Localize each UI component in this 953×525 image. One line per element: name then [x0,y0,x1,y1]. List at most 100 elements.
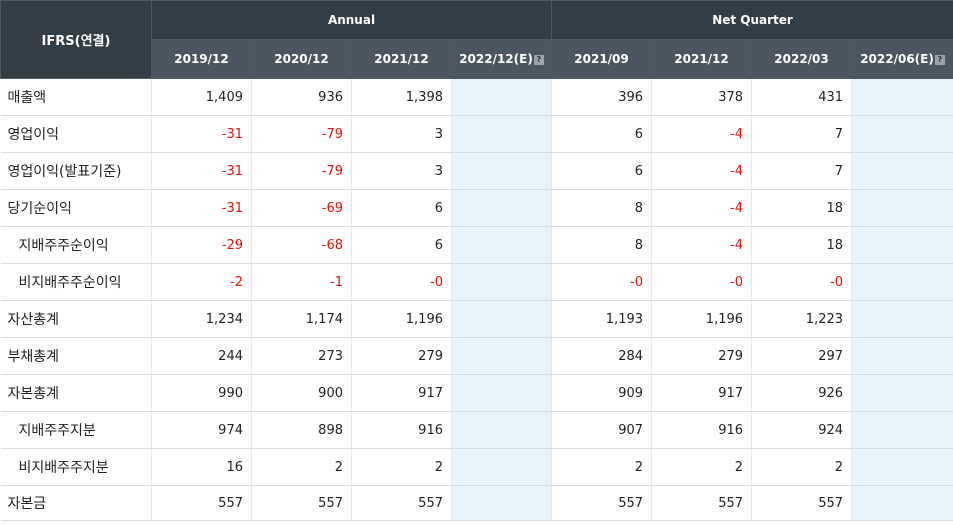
estimate-cell [851,485,953,521]
estimate-cell [451,78,553,116]
value-cell: 1,196 [651,300,753,338]
value-cell: 6 [351,226,452,264]
row-label[interactable]: 영업이익 [0,115,152,153]
value-cell: -0 [351,263,452,301]
value-cell: 3 [351,152,452,190]
value-cell: 396 [551,78,653,116]
period-header-estimate: 2022/06(E)? [851,39,953,79]
estimate-cell [451,152,553,190]
table-row: 영업이익(발표기준) -31 -79 3 6 -4 7 [0,152,953,190]
value-cell: 7 [751,152,853,190]
value-cell: -69 [251,189,352,227]
value-cell: 936 [251,78,352,116]
value-cell: -2 [151,263,252,301]
value-cell: 557 [151,485,252,521]
estimate-cell [851,448,953,486]
table-row: 매출액 1,409 936 1,398 396 378 431 [0,78,953,116]
period-header: 2020/12 [251,39,352,79]
period-header: 2021/12 [651,39,753,79]
estimate-cell [451,337,553,375]
estimate-cell [451,374,553,412]
period-label: 2022/12(E) [459,52,533,66]
value-cell: 1,196 [351,300,452,338]
help-icon[interactable]: ? [533,55,544,65]
value-cell: 898 [251,411,352,449]
value-cell: 900 [251,374,352,412]
row-label[interactable]: 자산총계 [0,300,152,338]
estimate-cell [851,374,953,412]
estimate-cell [451,226,553,264]
annual-header: Annual [150,0,553,40]
value-cell: -4 [651,189,753,227]
row-label[interactable]: 부채총계 [0,337,152,375]
value-cell: 244 [151,337,252,375]
value-cell: 1,223 [751,300,853,338]
table-row: 부채총계 244 273 279 284 279 297 [0,337,953,375]
value-cell: 2 [251,448,352,486]
estimate-cell [851,189,953,227]
value-cell: 557 [651,485,753,521]
value-cell: 431 [751,78,853,116]
row-label[interactable]: 당기순이익 [0,189,152,227]
value-cell: 926 [751,374,853,412]
estimate-cell [851,78,953,116]
row-label: 비지배주주순이익 [0,263,152,301]
estimate-cell [451,485,553,521]
table-row: 지배주주순이익 -29 -68 6 8 -4 18 [0,226,953,264]
value-cell: 916 [651,411,753,449]
value-cell: -31 [151,115,252,153]
value-cell: -31 [151,189,252,227]
value-cell: 273 [251,337,352,375]
row-label[interactable]: 자본총계 [0,374,152,412]
value-cell: 279 [351,337,452,375]
value-cell: 6 [551,115,653,153]
value-cell: -4 [651,152,753,190]
estimate-cell [451,263,553,301]
value-cell: 916 [351,411,452,449]
quarter-header: Net Quarter [551,0,953,40]
value-cell: 279 [651,337,753,375]
row-label[interactable]: 자본금 [0,485,152,521]
value-cell: 1,409 [151,78,252,116]
value-cell: 2 [551,448,653,486]
value-cell: 974 [151,411,252,449]
value-cell: 909 [551,374,653,412]
estimate-cell [851,115,953,153]
value-cell: 8 [551,226,653,264]
value-cell: -4 [651,226,753,264]
estimate-cell [451,411,553,449]
value-cell: 3 [351,115,452,153]
value-cell: -4 [651,115,753,153]
estimate-cell [451,300,553,338]
row-label[interactable]: 영업이익(발표기준) [0,152,152,190]
value-cell: 990 [151,374,252,412]
value-cell: -0 [551,263,653,301]
value-cell: -29 [151,226,252,264]
estimate-cell [851,337,953,375]
period-header: 2021/12 [351,39,452,79]
row-label[interactable]: 매출액 [0,78,152,116]
table-row: 비지배주주순이익 -2 -1 -0 -0 -0 -0 [0,263,953,301]
table-body: 매출액 1,409 936 1,398 396 378 431 영업이익 -31 -79 3 6 -4 7… [0,78,953,521]
value-cell: 6 [551,152,653,190]
value-cell: 1,193 [551,300,653,338]
value-cell: -0 [751,263,853,301]
estimate-cell [851,411,953,449]
value-cell: 16 [151,448,252,486]
value-cell: -31 [151,152,252,190]
row-label: 지배주주순이익 [0,226,152,264]
value-cell: 378 [651,78,753,116]
value-cell: 8 [551,189,653,227]
estimate-cell [851,152,953,190]
help-icon[interactable]: ? [934,55,945,65]
table-row: 자산총계 1,234 1,174 1,196 1,193 1,196 1,223 [0,300,953,338]
value-cell: 18 [751,226,853,264]
estimate-cell [851,226,953,264]
value-cell: 1,234 [151,300,252,338]
value-cell: 917 [651,374,753,412]
row-label: 지배주주지분 [0,411,152,449]
table-row: 비지배주주지분 16 2 2 2 2 2 [0,448,953,486]
value-cell: 1,174 [251,300,352,338]
value-cell: 284 [551,337,653,375]
